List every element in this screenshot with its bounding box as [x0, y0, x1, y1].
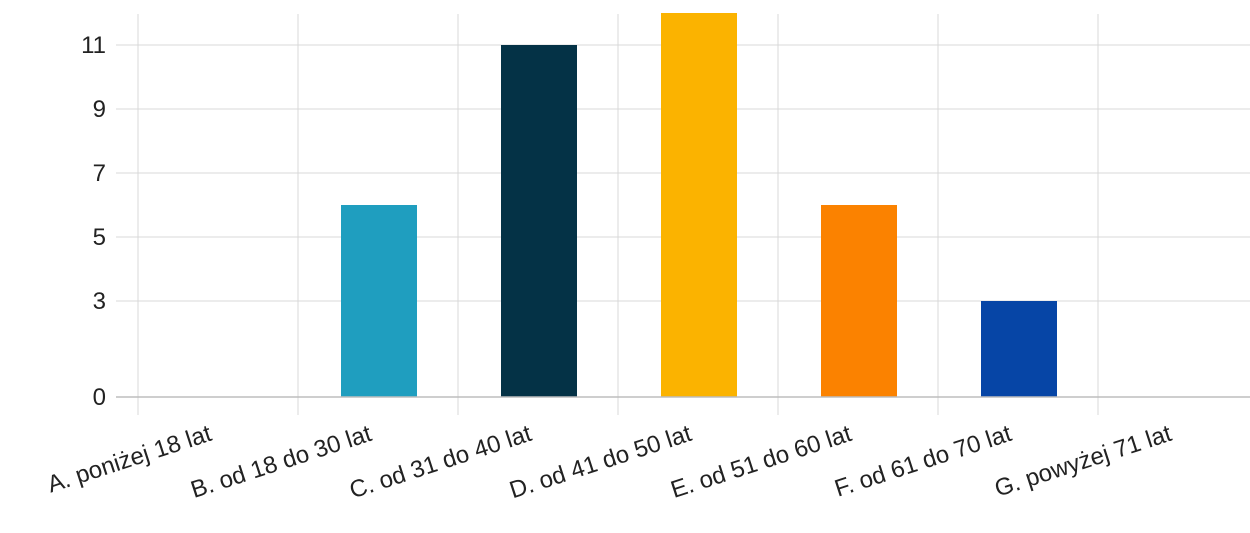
x-category-label: G. powyżej 71 lat: [991, 420, 1175, 503]
bar-1: [341, 205, 417, 397]
y-tick-label: 0: [93, 384, 106, 411]
x-category-label: D. od 41 do 50 lat: [506, 420, 695, 504]
y-tick-label: 7: [93, 160, 106, 187]
y-tick-label: 11: [81, 32, 106, 59]
bar-3: [661, 13, 737, 397]
x-category-label: B. od 18 do 30 lat: [188, 420, 376, 504]
x-category-label: F. od 61 do 70 lat: [831, 420, 1015, 503]
y-tick-label: 3: [93, 288, 106, 315]
y-tick-label: 5: [93, 224, 106, 251]
y-tick-label: 9: [93, 96, 106, 123]
x-category-label: C. od 31 do 40 lat: [346, 420, 535, 504]
x-category-label: E. od 51 do 60 lat: [668, 420, 856, 504]
bar-5: [981, 301, 1057, 397]
bar-2: [501, 45, 577, 397]
bar-layer: [341, 13, 1057, 397]
bar-4: [821, 205, 897, 397]
